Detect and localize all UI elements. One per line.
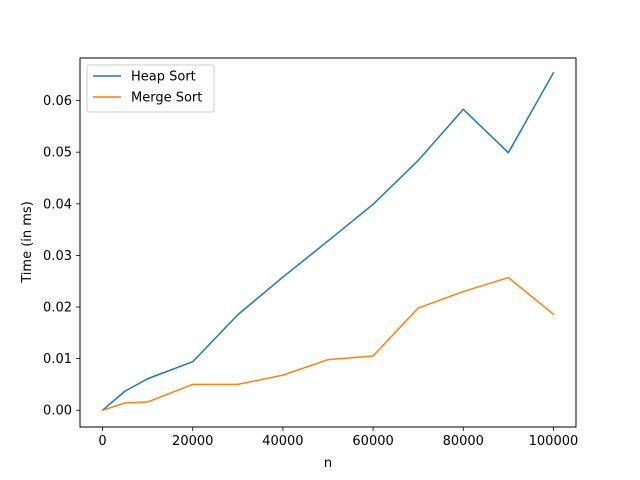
x-tick-label: 60000 bbox=[352, 434, 393, 449]
y-tick-label: 0.00 bbox=[43, 404, 72, 419]
x-tick-label: 40000 bbox=[262, 434, 303, 449]
series-line-merge-sort bbox=[101, 276, 555, 412]
legend: Heap Sort Merge Sort bbox=[86, 64, 215, 113]
plot-area-frame bbox=[79, 57, 577, 428]
y-tick-label: 0.05 bbox=[43, 146, 72, 161]
legend-label: Merge Sort bbox=[131, 91, 202, 106]
x-tick-label: 20000 bbox=[172, 434, 213, 449]
x-tick-label: 80000 bbox=[443, 434, 484, 449]
y-tick-label: 0.04 bbox=[43, 197, 72, 212]
y-tick-label: 0.03 bbox=[43, 249, 72, 264]
x-axis-label: n bbox=[324, 456, 332, 471]
x-tick-label: 100000 bbox=[529, 434, 579, 449]
y-tick-label: 0.01 bbox=[43, 352, 72, 367]
series-line-heap-sort bbox=[101, 71, 555, 412]
legend-label: Heap Sort bbox=[131, 70, 196, 85]
y-tick-label: 0.02 bbox=[43, 301, 72, 316]
y-tick-label: 0.06 bbox=[43, 94, 72, 109]
y-axis-label: Time (in ms) bbox=[20, 201, 35, 284]
x-tick-label: 0 bbox=[98, 434, 106, 449]
